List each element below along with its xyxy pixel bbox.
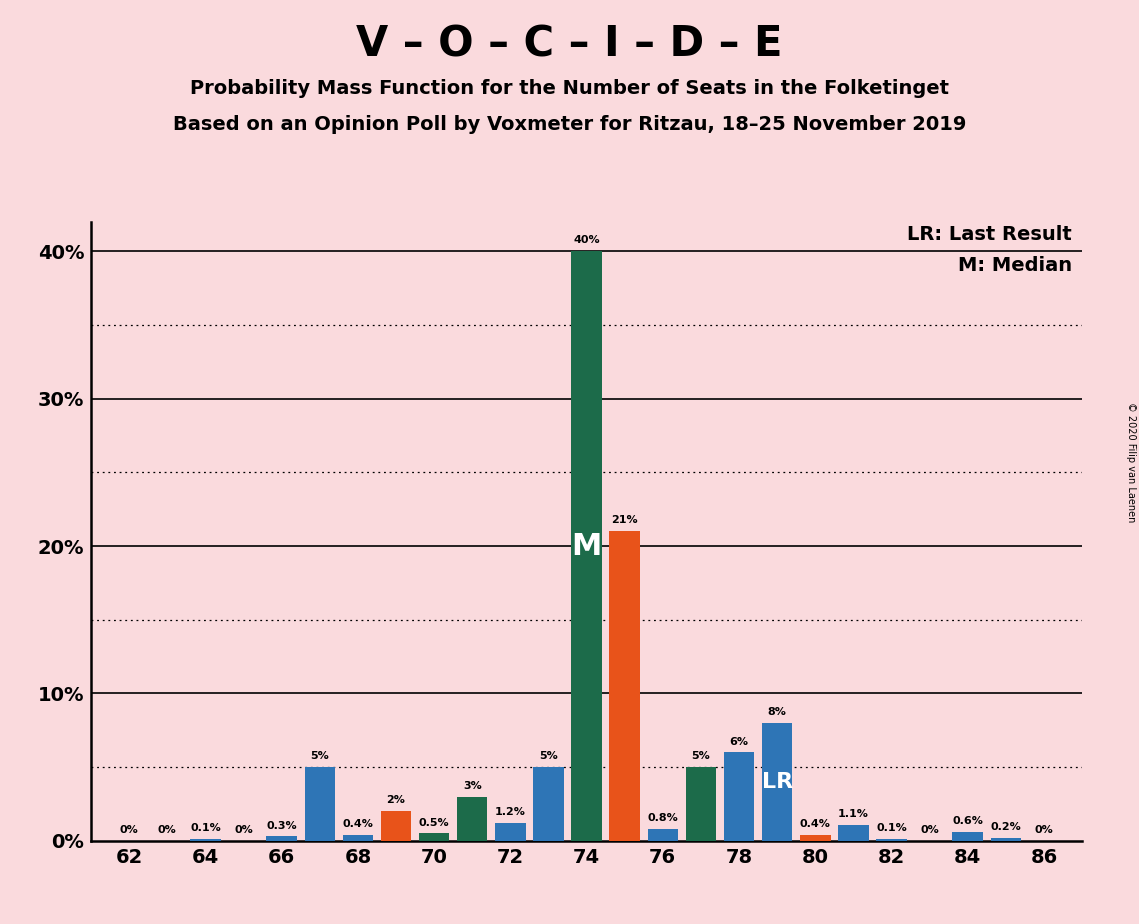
Text: 5%: 5% [311,751,329,761]
Bar [762,723,793,841]
Bar [533,767,564,841]
Bar [800,835,830,841]
Text: LR: Last Result: LR: Last Result [908,225,1072,244]
Bar [876,839,907,841]
Text: 0.2%: 0.2% [991,822,1022,832]
Bar [572,251,601,841]
Text: M: M [572,531,601,561]
Bar [838,824,869,841]
Text: 0%: 0% [120,825,139,835]
Bar [723,752,754,841]
Bar [343,835,374,841]
Text: 0.5%: 0.5% [419,818,450,828]
Bar [419,833,450,841]
Text: 0.3%: 0.3% [267,821,297,831]
Text: 0%: 0% [1034,825,1054,835]
Bar [991,838,1021,841]
Text: 5%: 5% [691,751,711,761]
Text: V – O – C – I – D – E: V – O – C – I – D – E [357,23,782,65]
Bar [190,839,221,841]
Text: 40%: 40% [573,236,600,246]
Text: 0.6%: 0.6% [952,816,983,826]
Text: 0.4%: 0.4% [343,819,374,829]
Bar [648,829,678,841]
Text: © 2020 Filip van Laenen: © 2020 Filip van Laenen [1125,402,1136,522]
Text: 0.8%: 0.8% [647,813,678,823]
Text: 0.1%: 0.1% [190,823,221,833]
Text: 0.4%: 0.4% [800,819,830,829]
Text: 1.1%: 1.1% [838,808,869,819]
Text: 3%: 3% [462,781,482,791]
Text: Based on an Opinion Poll by Voxmeter for Ritzau, 18–25 November 2019: Based on an Opinion Poll by Voxmeter for… [173,116,966,135]
Text: LR: LR [762,772,793,792]
Bar [457,796,487,841]
Text: 2%: 2% [386,796,405,806]
Bar [267,836,297,841]
Text: 0%: 0% [920,825,939,835]
Bar [304,767,335,841]
Text: Probability Mass Function for the Number of Seats in the Folketinget: Probability Mass Function for the Number… [190,79,949,98]
Bar [495,823,525,841]
Text: 0.1%: 0.1% [876,823,907,833]
Text: 8%: 8% [768,707,787,717]
Text: 0%: 0% [235,825,253,835]
Bar [609,531,640,841]
Text: M: Median: M: Median [958,256,1072,274]
Bar [380,811,411,841]
Text: 0%: 0% [158,825,177,835]
Text: 6%: 6% [730,736,748,747]
Bar [686,767,716,841]
Text: 5%: 5% [539,751,558,761]
Text: 21%: 21% [612,516,638,526]
Text: 1.2%: 1.2% [495,808,526,817]
Bar [952,832,983,841]
